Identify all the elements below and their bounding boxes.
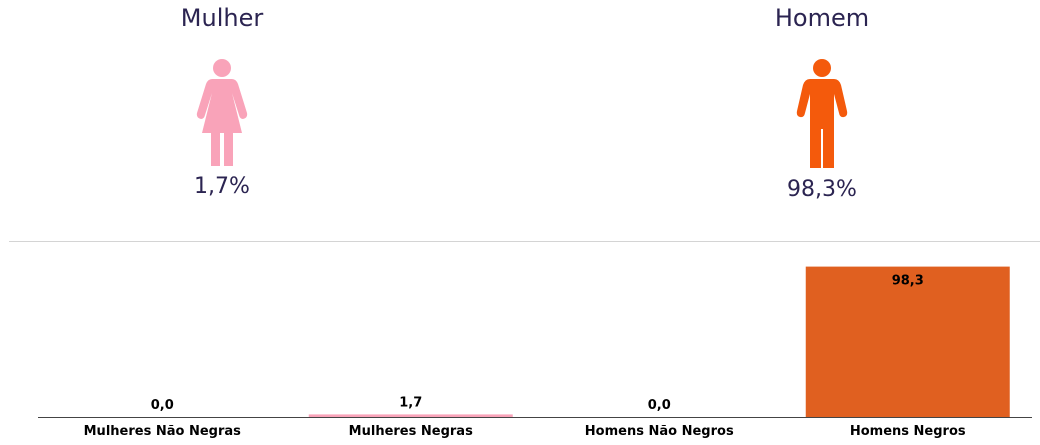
x-tick-label-1: Mulheres Negras (349, 424, 473, 439)
bar-value-label-0: 0,0 (151, 398, 174, 413)
male-label: Homem (774, 4, 870, 32)
bar-value-label-3: 98,3 (892, 274, 924, 289)
x-tick-label-0: Mulheres Não Negras (84, 424, 242, 439)
bar-1 (308, 414, 513, 417)
male-percent: 98,3% (787, 177, 857, 202)
female-percent: 1,7% (194, 174, 250, 199)
section-divider (9, 241, 1040, 242)
x-tick-label-2: Homens Não Negros (585, 424, 734, 439)
x-tick-label-3: Homens Negros (850, 424, 966, 439)
bar-value-label-2: 0,0 (648, 398, 671, 413)
female-person-icon (196, 59, 248, 166)
bar-value-label-1: 1,7 (399, 395, 422, 410)
male-person-icon (796, 59, 848, 168)
female-label: Mulher (180, 4, 264, 32)
bar-3 (805, 266, 1010, 417)
